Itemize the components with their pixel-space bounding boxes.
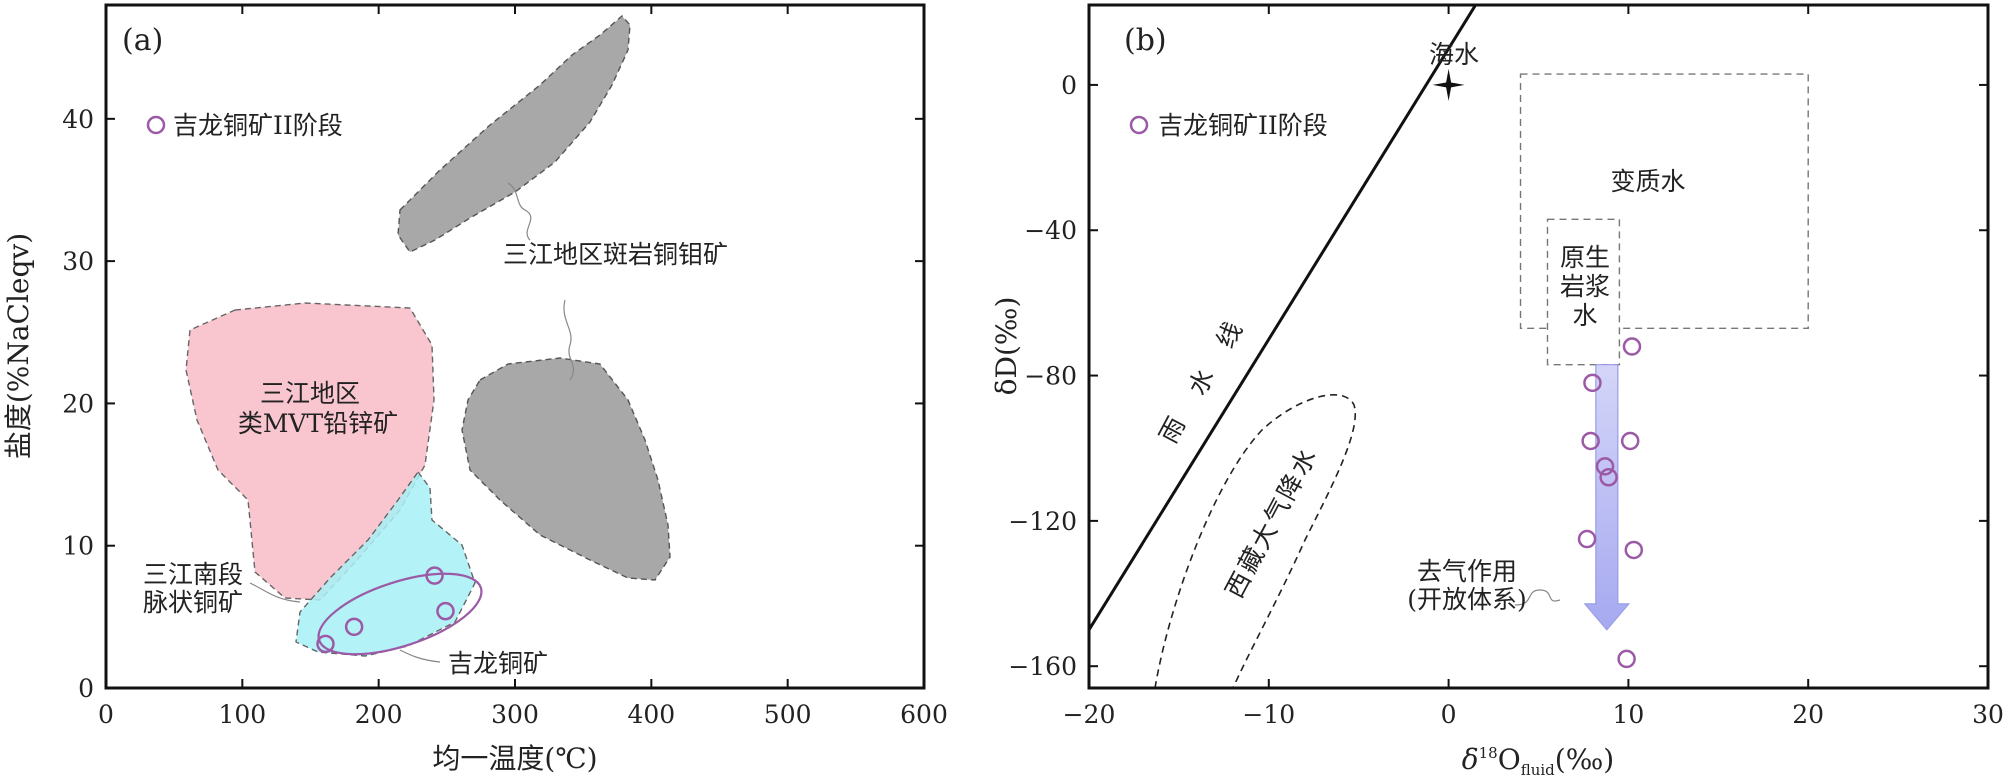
data-point-b-5 <box>1599 468 1618 487</box>
label-mvt-line2: 类MVT铅锌矿 <box>238 409 398 438</box>
x-tick-label-a-6: 600 <box>900 700 948 729</box>
plot-frame-b <box>1087 3 1990 690</box>
y-tick-label-a-2: 20 <box>62 389 94 418</box>
points-a <box>316 566 455 654</box>
label-tibet: 西 藏 大 气 降 水 <box>1220 444 1322 603</box>
field-metamorphic-water <box>1519 73 1809 330</box>
points-b <box>1577 337 1644 669</box>
seawater-star-icon <box>1432 68 1465 101</box>
data-point-a-0 <box>316 634 335 654</box>
data-point-a-3 <box>436 601 455 621</box>
label-jilong: 吉龙铜矿 <box>448 649 548 678</box>
label-magmatic-line2: 岩浆 <box>1560 272 1610 301</box>
field-magmatic-water <box>1546 218 1621 366</box>
y-tick-label-b-0: −160 <box>1008 652 1077 681</box>
x-tick-label-a-1: 100 <box>218 700 266 729</box>
x-tick-label-b-4: 20 <box>1792 700 1824 729</box>
data-point-b-8 <box>1617 649 1636 669</box>
data-point-b-3 <box>1620 431 1640 451</box>
label-seawater: 海水 <box>1429 40 1479 69</box>
data-point-b-7 <box>1624 540 1644 560</box>
label-degassing-line2: (开放体系) <box>1407 585 1527 614</box>
meteoric-water-line <box>1089 5 1478 631</box>
label-degassing-line1: 去气作用 <box>1417 557 1517 586</box>
x-label-delta: δ <box>1462 743 1479 776</box>
leader-jilong <box>399 649 441 663</box>
mwl-label: 雨 水 线 <box>1154 317 1248 448</box>
field-porphyry-lower <box>461 357 671 581</box>
leader-porphyry <box>507 182 532 241</box>
y-tick-label-a-4: 40 <box>62 105 94 134</box>
y-axis-label-b: δD(‰) <box>990 297 1023 396</box>
data-point-a-1 <box>344 617 364 637</box>
x-label-sub: fluid <box>1521 761 1555 777</box>
data-point-b-2 <box>1581 431 1600 451</box>
panel-label-a: (a) <box>122 23 163 58</box>
label-metamorphic-water: 变质水 <box>1610 167 1685 196</box>
x-label-sup: 18 <box>1479 744 1498 762</box>
x-tick-label-b-1: −10 <box>1242 700 1295 729</box>
x-tick-label-b-0: −20 <box>1063 700 1116 729</box>
y-tick-label-b-1: −120 <box>1008 507 1077 536</box>
label-mvt-line1: 三江地区 <box>260 379 360 408</box>
legend-label-a: 吉龙铜矿II阶段 <box>173 111 343 140</box>
y-tick-label-a-0: 0 <box>78 674 94 703</box>
y-tick-label-b-2: −80 <box>1024 362 1077 391</box>
x-tick-label-a-5: 500 <box>764 700 812 729</box>
leader-vein <box>249 582 301 603</box>
x-tick-label-a-3: 300 <box>491 700 539 729</box>
y-tick-label-b-4: 0 <box>1061 71 1077 100</box>
mwl-label-char-1: 雨 <box>1154 412 1191 448</box>
label-magmatic-line1: 原生 <box>1560 243 1610 272</box>
panel-b: 雨 水 线 西 藏 大 气 降 水 变质水 原生 岩浆 水 去气作用 (开放体系… <box>990 3 2004 777</box>
panel-a: 三江地区斑岩铜钼矿 三江地区 类MVT铅锌矿 三江南段 脉状铜矿 吉龙铜矿 吉龙… <box>2 3 948 775</box>
field-porphyry-upper <box>397 15 631 253</box>
x-tick-label-b-2: 0 <box>1441 700 1457 729</box>
y-tick-label-b-3: −40 <box>1024 216 1077 245</box>
legend-marker-a <box>146 115 166 135</box>
x-tick-label-a-0: 0 <box>98 700 114 729</box>
label-vein-line1: 三江南段 <box>143 560 243 589</box>
label-vein-line2: 脉状铜矿 <box>143 588 243 617</box>
x-tick-label-a-2: 200 <box>355 700 403 729</box>
mwl-label-char-3: 线 <box>1211 317 1248 353</box>
field-vein-cu <box>295 470 476 657</box>
ticks-a: 0 100 200 300 400 500 600 0 10 20 30 40 <box>62 5 948 729</box>
legend-marker-b <box>1129 115 1149 135</box>
data-point-b-4 <box>1595 457 1615 476</box>
x-tick-label-b-3: 10 <box>1612 700 1644 729</box>
label-porphyry: 三江地区斑岩铜钼矿 <box>503 240 728 269</box>
x-tick-label-a-4: 400 <box>627 700 675 729</box>
x-label-base: O <box>1498 743 1521 776</box>
y-axis-label-a: 盐度(%NaCleqv) <box>2 233 35 459</box>
ticks-b: −20 −10 0 10 20 30 −160 −120 −80 −40 0 <box>1008 5 2004 729</box>
label-magmatic-line3: 水 <box>1572 301 1597 330</box>
degassing-arrow <box>1583 364 1631 631</box>
mwl-label-char-2: 水 <box>1183 364 1220 400</box>
data-point-b-6 <box>1577 529 1597 549</box>
leader-degassing <box>1514 589 1561 606</box>
panel-label-b: (b) <box>1124 23 1167 58</box>
data-point-b-0 <box>1622 337 1642 356</box>
x-label-unit: (‰) <box>1555 743 1614 776</box>
x-tick-label-b-5: 30 <box>1972 700 2004 729</box>
x-axis-label-a: 均一温度(℃) <box>432 742 597 775</box>
leader-porphyry-2 <box>563 299 575 381</box>
field-tibet-meteoric <box>1154 394 1356 689</box>
y-tick-label-a-3: 30 <box>62 247 94 276</box>
x-axis-label-b: δ18Ofluid(‰) <box>1462 743 1614 777</box>
data-point-a-2 <box>425 566 444 585</box>
data-point-b-1 <box>1583 373 1602 393</box>
y-tick-label-a-1: 10 <box>62 532 94 561</box>
legend-label-b: 吉龙铜矿II阶段 <box>1158 111 1328 140</box>
